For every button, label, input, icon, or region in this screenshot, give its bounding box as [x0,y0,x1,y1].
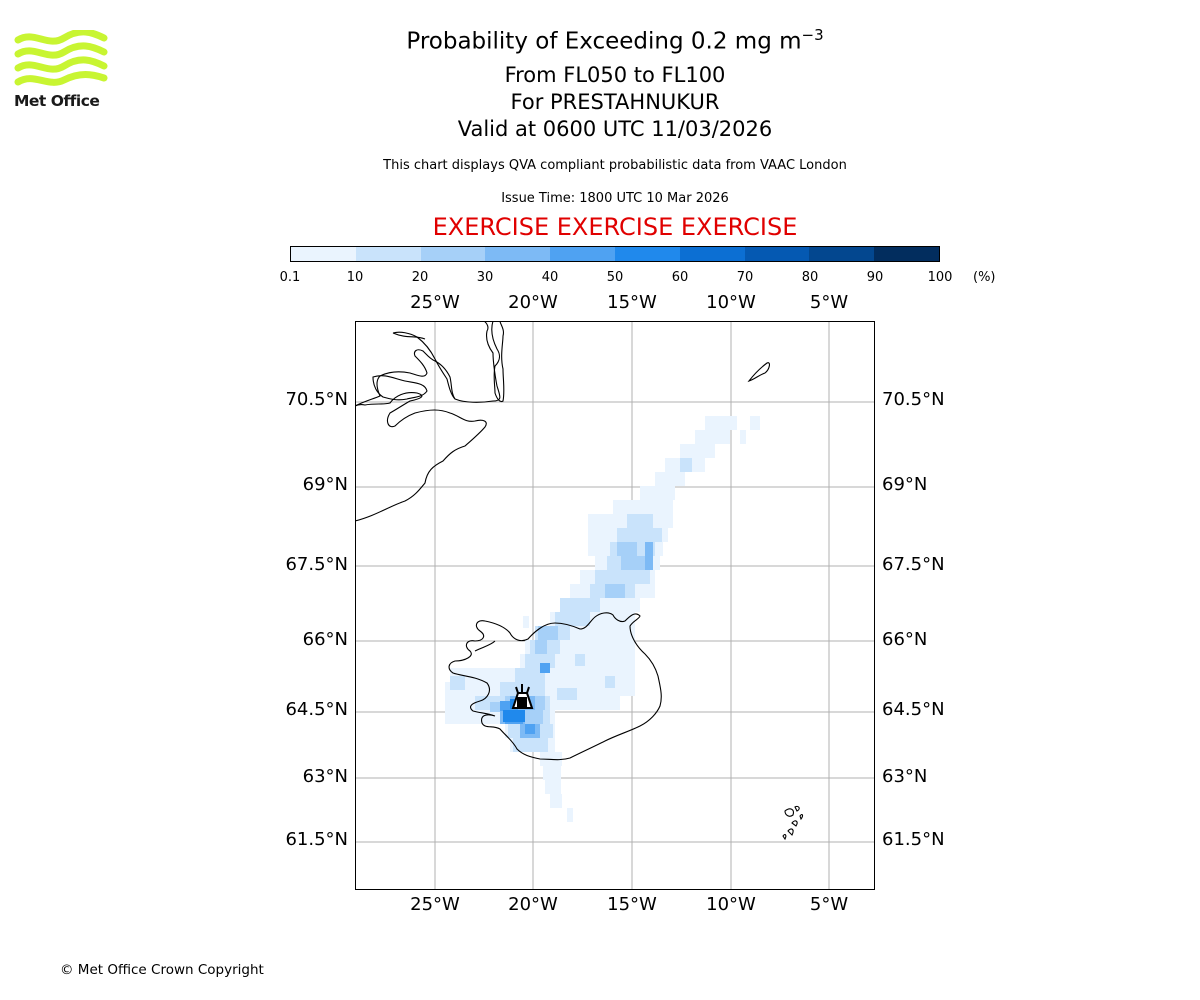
colorbar-tick-label: 0.1 [279,270,301,285]
colorbar-tick-label: 10 [346,270,364,285]
copyright: © Met Office Crown Copyright [60,962,264,978]
latitude-label: 69°N [302,474,348,495]
colorbar [290,246,940,262]
flight-level-range: From FL050 to FL100 [504,63,726,87]
latitude-label: 61.5°N [882,829,945,850]
latitude-label: 66°N [882,629,928,650]
colorbar-swatch [679,247,745,261]
latitude-label: 67.5°N [285,554,348,575]
longitude-label: 5°W [809,894,849,915]
colorbar-swatch [874,247,939,261]
latitude-label: 64.5°N [882,699,945,720]
longitude-label: 10°W [706,292,756,313]
coastline [355,321,804,841]
logo-text: Met Office [14,92,100,110]
longitude-label: 25°W [410,894,460,915]
map-frame [355,321,875,890]
exercise-banner: EXERCISE EXERCISE EXERCISE [432,213,798,241]
met-office-wave-icon [14,28,108,86]
colorbar-tick-label: 50 [606,270,624,285]
latitude-label: 67.5°N [882,554,945,575]
chart-title: Probability of Exceeding 0.2 mg m−3 [406,26,824,55]
latitude-label: 63°N [302,766,348,787]
longitude-label: 20°W [508,292,558,313]
colorbar-tick-label: 90 [866,270,884,285]
colorbar-swatch [291,247,356,261]
latitude-label: 61.5°N [285,829,348,850]
ash-probability-field [445,416,760,822]
longitude-label: 5°W [809,292,849,313]
colorbar-swatch [420,247,486,261]
met-office-logo: Met Office [14,28,110,114]
colorbar-swatch [614,247,680,261]
colorbar-swatch [809,247,875,261]
valid-time: Valid at 0600 UTC 11/03/2026 [457,117,773,141]
colorbar-swatch [550,247,615,261]
colorbar-unit: (%) [973,270,996,285]
latitude-label: 70.5°N [285,389,348,410]
longitude-label: 15°W [607,292,657,313]
colorbar-tick-label: 60 [671,270,689,285]
volcano-name: For PRESTAHNUKUR [510,90,720,114]
latitude-label: 70.5°N [882,389,945,410]
probability-map [355,321,875,890]
colorbar-tick-label: 40 [541,270,559,285]
colorbar-tick-label: 20 [411,270,429,285]
latitude-label: 64.5°N [285,699,348,720]
latitude-label: 66°N [302,629,348,650]
colorbar-tick-label: 100 [927,270,953,285]
colorbar-swatch [485,247,551,261]
longitude-label: 25°W [410,292,460,313]
longitude-label: 10°W [706,894,756,915]
volcano-icon [511,684,534,709]
subtitle: This chart displays QVA compliant probab… [383,158,847,173]
longitude-label: 15°W [607,894,657,915]
colorbar-tick-label: 30 [476,270,494,285]
colorbar-tick-label: 80 [801,270,819,285]
latitude-label: 63°N [882,766,928,787]
colorbar-swatch [744,247,810,261]
issue-time: Issue Time: 1800 UTC 10 Mar 2026 [501,191,729,206]
latitude-label: 69°N [882,474,928,495]
longitude-label: 20°W [508,894,558,915]
colorbar-swatch [355,247,421,261]
colorbar-tick-label: 70 [736,270,754,285]
